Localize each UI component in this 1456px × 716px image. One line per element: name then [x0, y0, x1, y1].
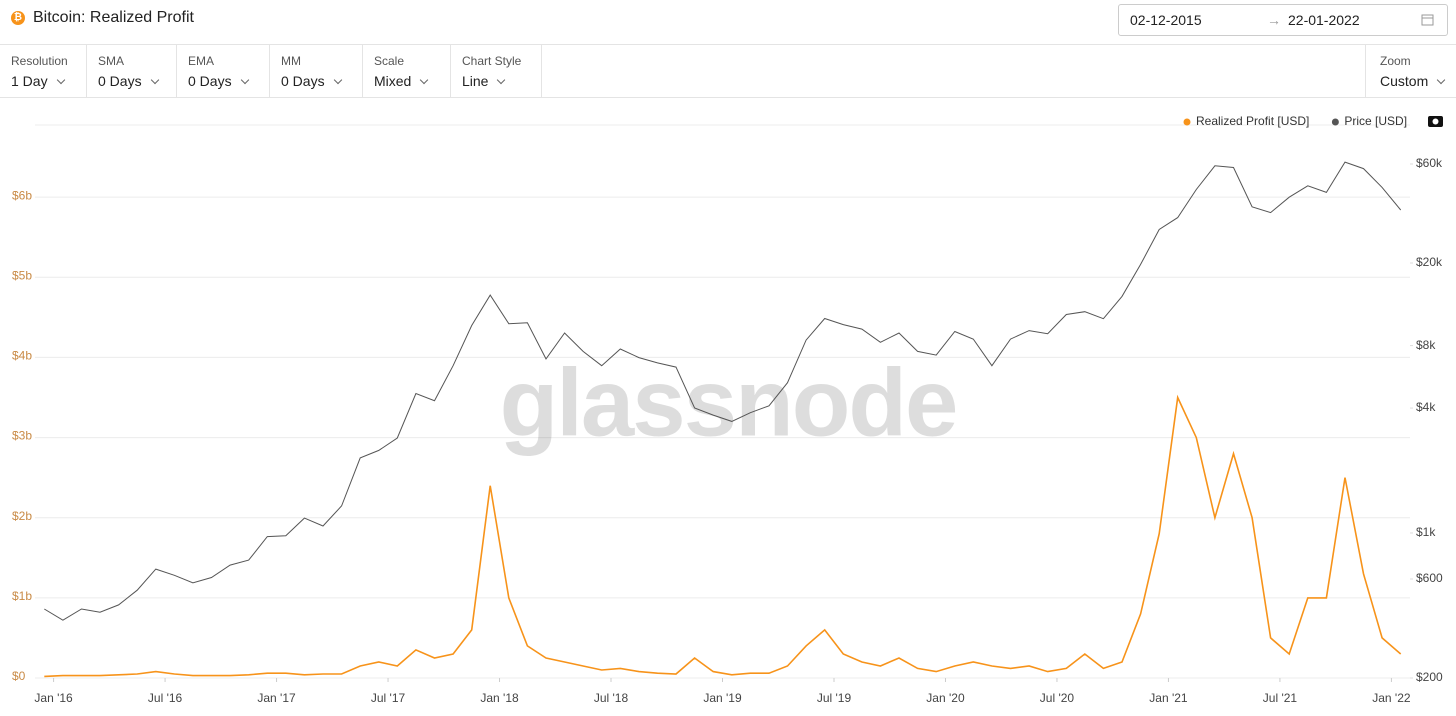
- x-tick-label: Jan '17: [257, 691, 296, 705]
- y2-tick-label: $60k: [1416, 156, 1443, 170]
- chevron: [333, 75, 342, 85]
- dropdown[interactable]: Zoom Custom: [1365, 45, 1456, 97]
- dropdown-value[interactable]: 0 Days: [188, 73, 232, 89]
- bitcoin-icon: ₿: [11, 11, 25, 25]
- dropdown[interactable]: Chart Style Line: [451, 45, 542, 97]
- y-tick-label: $2b: [12, 509, 32, 523]
- legend-swatch: [1331, 118, 1339, 126]
- dropdown-label: SMA: [98, 54, 125, 68]
- x-tick-label: Jan '21: [1149, 691, 1188, 705]
- dropdown-value[interactable]: 1 Day: [11, 73, 48, 89]
- dropdown[interactable]: Scale Mixed: [363, 45, 451, 97]
- y2-tick-label: $20k: [1416, 255, 1443, 269]
- chevron: [420, 75, 429, 85]
- x-tick-label: Jul '21: [1263, 691, 1298, 705]
- camera-lens: [1432, 118, 1439, 125]
- x-tick-label: Jan '22: [1372, 691, 1411, 705]
- legend-label[interactable]: Realized Profit [USD]: [1196, 114, 1309, 128]
- dropdown-label: EMA: [188, 54, 215, 68]
- x-tick-label: Jan '16: [34, 691, 73, 705]
- page-title: Bitcoin: Realized Profit: [33, 9, 194, 26]
- x-tick-label: Jul '16: [148, 691, 183, 705]
- dropdown-value[interactable]: Line: [462, 73, 489, 89]
- dropdown-value[interactable]: Custom: [1380, 73, 1429, 89]
- date-range[interactable]: 02-12-2015 → 22-01-2022: [1118, 4, 1448, 36]
- dropdown[interactable]: SMA 0 Days: [87, 45, 177, 97]
- chevron: [150, 75, 159, 85]
- y2-tick-label: $600: [1416, 571, 1443, 585]
- series-line: [44, 394, 1402, 678]
- chevron: [497, 75, 506, 85]
- y-tick-label: $6b: [12, 188, 32, 202]
- chevron: [1436, 75, 1446, 85]
- x-tick-label: Jan '19: [703, 691, 742, 705]
- dropdown-label: MM: [281, 54, 301, 68]
- x-tick-label: Jul '19: [817, 691, 852, 705]
- x-tick-label: Jul '20: [1040, 691, 1075, 705]
- y2-tick-label: $200: [1416, 670, 1443, 684]
- dropdown-label: Chart Style: [462, 54, 522, 68]
- camera-icon[interactable]: [1428, 116, 1443, 127]
- y-tick-label: $3b: [12, 429, 32, 443]
- series-line: [44, 161, 1402, 621]
- dropdown-value[interactable]: 0 Days: [281, 73, 325, 89]
- calendar-icon[interactable]: [1421, 13, 1434, 26]
- y2-tick-label: $4k: [1416, 400, 1436, 414]
- x-tick-label: Jul '17: [371, 691, 406, 705]
- y-tick-label: $4b: [12, 349, 32, 363]
- watermark: glassnode: [500, 349, 957, 456]
- date-from[interactable]: 02-12-2015: [1130, 12, 1202, 28]
- y2-tick-label: $1k: [1416, 525, 1436, 539]
- dropdown-value[interactable]: Mixed: [374, 73, 412, 89]
- y2-tick-label: $8k: [1416, 338, 1436, 352]
- dropdown-label: Scale: [374, 54, 405, 68]
- chart: $0 $1b $2b $3b $4b $5b $6b $200 $600 $1k $4k $8k $20…: [12, 114, 1443, 705]
- x-tick-label: Jul '18: [594, 691, 629, 705]
- arrow: →: [1267, 12, 1281, 28]
- y-tick-label: $1b: [12, 589, 32, 603]
- y-tick-label: $5b: [12, 268, 32, 282]
- x-tick-label: Jan '20: [926, 691, 965, 705]
- chevron: [56, 75, 65, 85]
- dropdown-value[interactable]: 0 Days: [98, 73, 142, 89]
- dropdown-label: Zoom: [1380, 54, 1411, 68]
- legend-swatch: [1183, 118, 1191, 126]
- chevron: [240, 75, 249, 85]
- dropdown[interactable]: Resolution 1 Day: [0, 45, 87, 97]
- legend-label[interactable]: Price [USD]: [1344, 114, 1407, 128]
- y-tick-label: $0: [12, 669, 26, 683]
- date-to[interactable]: 22-01-2022: [1288, 12, 1360, 28]
- header: ₿ Bitcoin: Realized Profit 02-12-2015 → …: [0, 0, 1456, 45]
- dropdown[interactable]: EMA 0 Days: [177, 45, 270, 97]
- legend: Realized Profit [USD] Price [USD]: [1183, 114, 1407, 128]
- x-tick-label: Jan '18: [480, 691, 519, 705]
- dropdown[interactable]: MM 0 Days: [270, 45, 363, 97]
- toolbar: Resolution 1 Day SMA 0 Days EMA 0 Days MM 0 Day…: [0, 45, 1456, 98]
- dropdown-label: Resolution: [11, 54, 68, 68]
